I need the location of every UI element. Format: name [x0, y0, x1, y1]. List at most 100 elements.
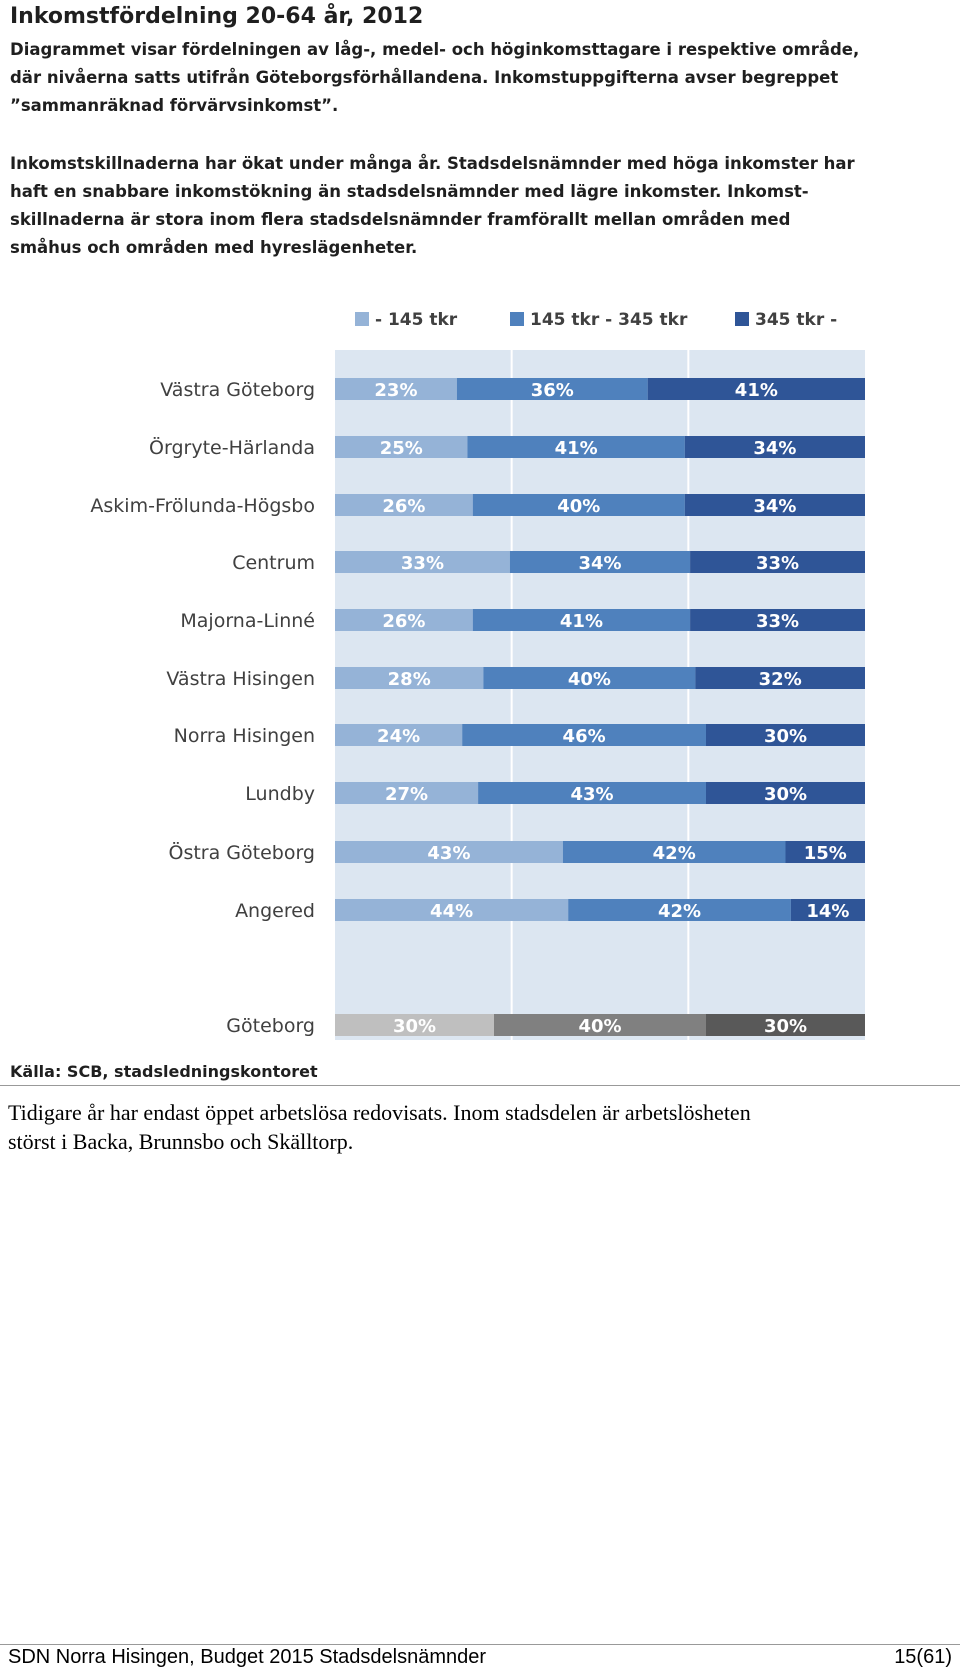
data-label: 25%	[380, 438, 423, 459]
category-label: Askim-Frölunda-Högsbo	[90, 495, 315, 517]
data-label: 33%	[401, 553, 444, 574]
figure-description: Inkomstskillnaderna har ökat under många…	[10, 150, 870, 262]
bar-segment	[785, 841, 865, 863]
page-footer: SDN Norra Hisingen, Budget 2015 Stadsdel…	[8, 1646, 952, 1670]
bar-segment	[335, 724, 463, 746]
bar-segment	[335, 378, 457, 400]
data-label: 26%	[382, 496, 425, 517]
legend-label: 345 tkr -	[755, 310, 837, 330]
footer-page-number: 15(61)	[894, 1646, 952, 1668]
bar-segment	[684, 436, 865, 458]
data-label: 43%	[571, 784, 614, 805]
body-line: störst i Backa, Brunnsbo och Skälltorp.	[8, 1129, 354, 1154]
data-label: 27%	[385, 784, 428, 805]
data-label: 34%	[753, 438, 796, 459]
category-label: Örgryte-Härlanda	[149, 436, 315, 459]
data-label: 40%	[557, 496, 600, 517]
bar-segment	[690, 609, 865, 631]
category-label: Västra Göteborg	[160, 379, 315, 401]
data-label: 40%	[568, 669, 611, 690]
bar-segment	[494, 1014, 706, 1036]
bar-segment	[706, 724, 865, 746]
data-label: 36%	[531, 380, 574, 401]
description-line: skillnaderna är stora inom flera stadsde…	[10, 210, 791, 229]
data-label: 42%	[658, 901, 701, 922]
income-distribution-figure: Inkomstfördelning 20-64 år, 2012 Diagram…	[10, 4, 870, 1081]
bar-segment	[478, 782, 706, 804]
data-label: 30%	[764, 726, 807, 747]
data-label: 30%	[764, 1016, 807, 1037]
data-label: 33%	[756, 611, 799, 632]
body-paragraph: Tidigare år har endast öppet arbetslösa …	[8, 1098, 948, 1156]
bar-segment	[509, 551, 691, 573]
bar-segment	[456, 378, 648, 400]
data-label: 15%	[804, 843, 847, 864]
intro-line: Diagrammet visar fördelningen av låg-, m…	[10, 40, 860, 59]
figure-title: Inkomstfördelning 20-64 år, 2012	[10, 4, 424, 29]
data-label: 32%	[759, 669, 802, 690]
bar-segment	[467, 436, 685, 458]
bar-segment	[562, 841, 786, 863]
data-label: 41%	[555, 438, 598, 459]
bar-segment	[790, 899, 865, 921]
figure-divider	[0, 1085, 960, 1086]
bar-segment	[690, 551, 865, 573]
bar-segment	[472, 494, 685, 516]
category-label: Västra Hisingen	[166, 668, 315, 690]
bar-segment	[335, 436, 468, 458]
footer-document-title: SDN Norra Hisingen, Budget 2015 Stadsdel…	[8, 1646, 487, 1668]
legend-label: 145 tkr - 345 tkr	[530, 310, 688, 330]
data-label: 42%	[653, 843, 696, 864]
data-label: 14%	[806, 901, 849, 922]
footer-divider	[0, 1644, 960, 1645]
category-label: Göteborg	[226, 1015, 315, 1037]
bar-segment	[706, 1014, 865, 1036]
legend-label: - 145 tkr	[375, 310, 458, 330]
bar-segment	[472, 609, 691, 631]
description-line: Inkomstskillnaderna har ökat under många…	[10, 154, 855, 173]
intro-line: ”sammanräknad förvärvsinkomst”.	[10, 96, 339, 115]
data-label: 43%	[427, 843, 470, 864]
category-label: Majorna-Linné	[180, 610, 315, 632]
category-label: Norra Hisingen	[174, 725, 315, 747]
data-label: 44%	[430, 901, 473, 922]
data-label: 24%	[377, 726, 420, 747]
data-label: 26%	[382, 611, 425, 632]
data-label: 34%	[578, 553, 621, 574]
bar-segment	[335, 667, 484, 689]
data-label: 41%	[735, 380, 778, 401]
intro-line: där nivåerna satts utifrån Göteborgsförh…	[10, 68, 839, 87]
description-line: småhus och områden med hyreslägenheter.	[10, 238, 418, 257]
stacked-bar-chart: - 145 tkr 145 tkr - 345 tkr 345 tkr - Västr…	[90, 310, 865, 1040]
legend-swatch	[735, 312, 749, 326]
bar-segment	[335, 551, 510, 573]
data-label: 34%	[753, 496, 796, 517]
bar-segment	[706, 782, 865, 804]
bar-segment	[462, 724, 706, 746]
bar-segment	[335, 609, 473, 631]
data-label: 30%	[393, 1016, 436, 1037]
data-label: 23%	[374, 380, 417, 401]
figure-source: Källa: SCB, stadsledningskontoret	[10, 1062, 318, 1081]
bar-segment	[684, 494, 865, 516]
description-line: haft en snabbare inkomstökning än stadsd…	[10, 182, 809, 201]
data-label: 30%	[764, 784, 807, 805]
data-label: 46%	[563, 726, 606, 747]
legend-swatch	[510, 312, 524, 326]
data-label: 40%	[578, 1016, 621, 1037]
category-label: Centrum	[232, 552, 315, 574]
bar-segment	[335, 899, 569, 921]
bar-segment	[335, 1014, 494, 1036]
bar-segment	[335, 841, 563, 863]
bar-segment	[483, 667, 696, 689]
bar-segment	[695, 667, 865, 689]
bar-segment	[568, 899, 791, 921]
plot-background	[335, 350, 865, 1040]
figure-intro: Diagrammet visar fördelningen av låg-, m…	[10, 36, 870, 120]
data-label: 41%	[560, 611, 603, 632]
bar-segment	[647, 378, 865, 400]
bar-segment	[335, 782, 479, 804]
data-label: 28%	[388, 669, 431, 690]
category-label: Angered	[235, 900, 315, 922]
data-label: 33%	[756, 553, 799, 574]
